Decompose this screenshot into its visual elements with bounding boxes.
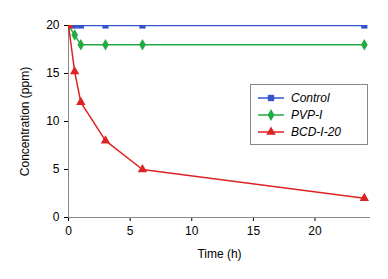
svg-text:5: 5	[127, 224, 134, 238]
svg-text:5: 5	[53, 162, 60, 176]
svg-text:Concentration (ppm): Concentration (ppm)	[18, 67, 32, 176]
svg-text:20: 20	[46, 18, 60, 32]
svg-text:10: 10	[185, 224, 199, 238]
svg-text:10: 10	[46, 114, 60, 128]
html-text:PVP-I: PVP-I	[291, 107, 323, 122]
html-text:Control: Control	[291, 90, 330, 105]
html-text:BCD-I-20: BCD-I-20	[291, 124, 341, 139]
svg-text:0: 0	[53, 210, 60, 224]
svg-text:0: 0	[65, 224, 72, 238]
svg-text:Time (h): Time (h)	[197, 247, 241, 261]
svg-text:20: 20	[308, 224, 322, 238]
svg-text:15: 15	[247, 224, 261, 238]
svg-text:15: 15	[46, 66, 60, 80]
